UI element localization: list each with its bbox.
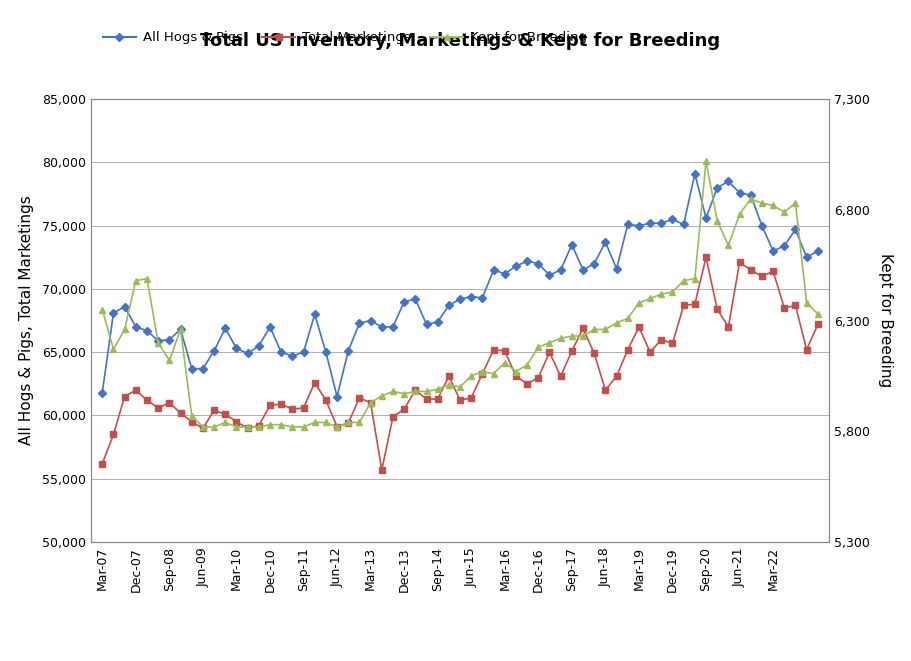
Legend: All Hogs & Pigs, Total Marketings, Kept for Breeding: All Hogs & Pigs, Total Marketings, Kept … [97,26,592,50]
Y-axis label: All Hogs & Pigs, Total Marketings: All Hogs & Pigs, Total Marketings [19,196,34,446]
Y-axis label: Kept for Breeding: Kept for Breeding [878,253,893,388]
Title: Total US Inventory, Marketings & Kept for Breeding: Total US Inventory, Marketings & Kept fo… [200,32,720,50]
